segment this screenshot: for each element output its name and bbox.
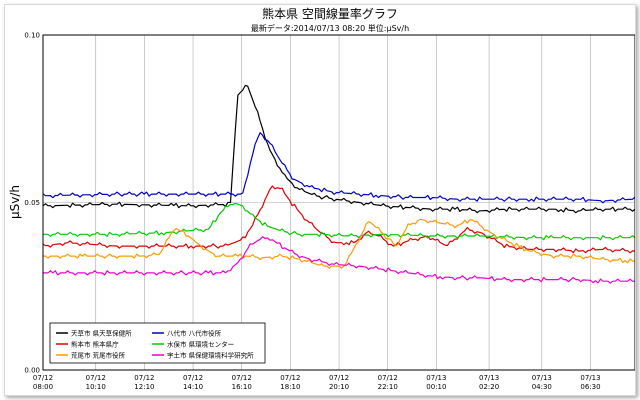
y-axis-label: μSv/h bbox=[8, 185, 22, 219]
x-tick-date: 07/12 bbox=[33, 374, 53, 382]
x-tick-date: 07/12 bbox=[378, 374, 398, 382]
y-tick-label: 0.00 bbox=[24, 367, 40, 375]
x-tick-date: 07/13 bbox=[426, 374, 446, 382]
x-tick-time: 10:10 bbox=[86, 383, 106, 391]
x-tick-time: 12:10 bbox=[134, 383, 154, 391]
grid bbox=[42, 34, 635, 371]
series-line bbox=[42, 84, 635, 214]
line-chart: 熊本県 空間線量率グラフ 最新データ:2014/07/13 08:20 単位:μ… bbox=[8, 6, 635, 391]
x-tick-date: 07/12 bbox=[280, 374, 300, 382]
series-line bbox=[42, 185, 635, 254]
legend-entry: 荒尾市 荒尾市役所 bbox=[71, 351, 126, 360]
x-tick-date: 07/13 bbox=[580, 374, 600, 382]
legend-entry: 八代市 八代市役所 bbox=[167, 329, 222, 338]
series-lines bbox=[42, 84, 635, 284]
x-tick-date: 07/13 bbox=[479, 374, 499, 382]
x-tick-time: 08:00 bbox=[33, 383, 53, 391]
plot-area-border bbox=[42, 34, 635, 371]
x-tick-date: 07/13 bbox=[532, 374, 552, 382]
x-tick-labels: 07/1208:0007/1210:1007/1212:1007/1214:10… bbox=[33, 374, 601, 391]
x-tick-date: 07/12 bbox=[183, 374, 203, 382]
legend-box bbox=[49, 322, 266, 364]
legend-entry: 天草市 県天草保健所 bbox=[71, 329, 132, 338]
y-tick-labels: 0.00 0.05 0.10 bbox=[24, 32, 40, 375]
series-line bbox=[42, 132, 635, 204]
x-tick-time: 16:10 bbox=[232, 383, 252, 391]
x-tick-time: 20:10 bbox=[329, 383, 349, 391]
x-tick-date: 07/12 bbox=[134, 374, 154, 382]
x-tick-time: 04:30 bbox=[532, 383, 552, 391]
series-line bbox=[43, 218, 635, 269]
series-line bbox=[43, 236, 635, 284]
x-tick-date: 07/12 bbox=[86, 374, 106, 382]
x-tick-time: 02:20 bbox=[479, 383, 499, 391]
series-line bbox=[43, 202, 635, 241]
y-tick-label: 0.05 bbox=[24, 199, 40, 207]
legend-entry: 水俣市 県環境センター bbox=[167, 340, 234, 349]
x-tick-date: 07/12 bbox=[232, 374, 252, 382]
x-tick-time: 14:10 bbox=[183, 383, 203, 391]
x-tick-time: 06:30 bbox=[580, 383, 600, 391]
x-tick-time: 00:10 bbox=[426, 383, 446, 391]
x-tick-time: 18:10 bbox=[280, 383, 300, 391]
legend-entry: 熊本市 熊本県庁 bbox=[71, 340, 119, 349]
chart-title: 熊本県 空間線量率グラフ bbox=[262, 6, 398, 21]
x-tick-date: 07/12 bbox=[329, 374, 349, 382]
legend-entry: 宇土市 県保健環境科学研究所 bbox=[167, 351, 254, 360]
x-tick-time: 22:10 bbox=[378, 383, 398, 391]
chart-frame: 熊本県 空間線量率グラフ 最新データ:2014/07/13 08:20 単位:μ… bbox=[4, 4, 636, 396]
y-tick-label: 0.10 bbox=[24, 32, 40, 40]
chart-subtitle: 最新データ:2014/07/13 08:20 単位:μSv/h bbox=[251, 23, 409, 33]
